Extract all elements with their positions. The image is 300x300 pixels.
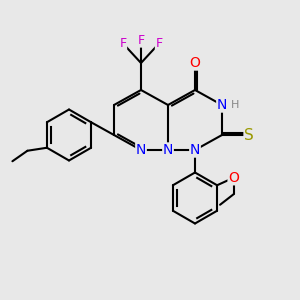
Text: O: O [190,56,200,70]
Text: O: O [228,171,239,185]
Text: H: H [230,100,239,110]
Text: F: F [155,37,163,50]
Text: F: F [119,37,127,50]
Text: N: N [136,143,146,157]
Text: N: N [217,98,227,112]
Text: F: F [137,34,145,47]
Text: N: N [190,143,200,157]
Text: S: S [244,128,254,142]
Text: N: N [163,143,173,157]
